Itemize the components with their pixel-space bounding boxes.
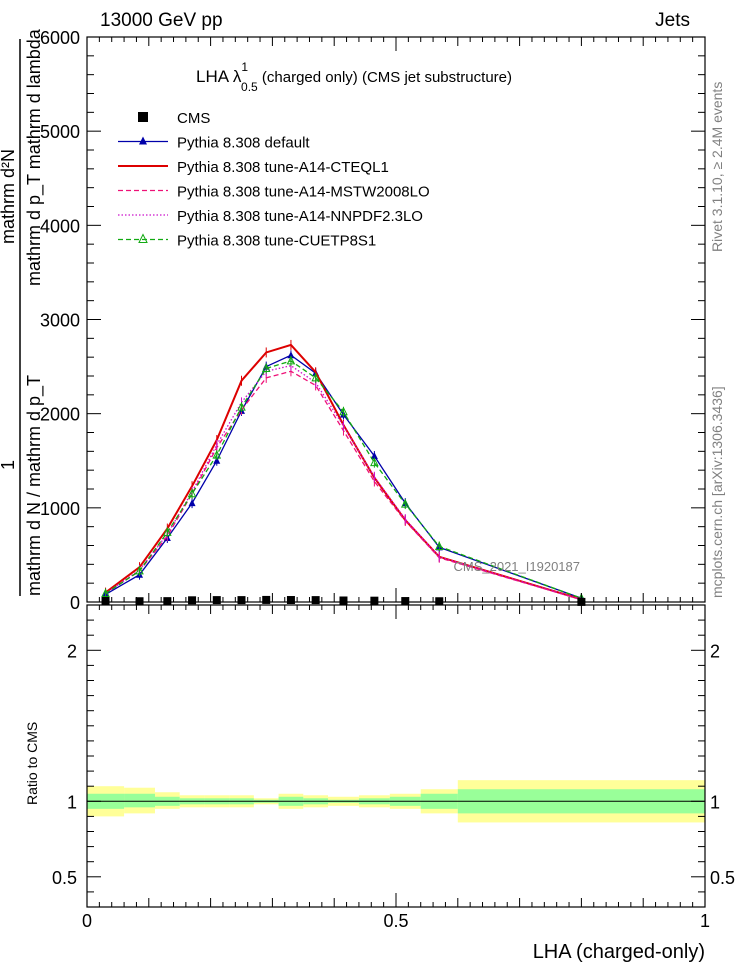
process-label: Jets (655, 10, 690, 31)
cms-data-point (101, 596, 110, 605)
legend-marker-cms (138, 112, 148, 122)
chart-title: LHA λ1 0.5 (charged only) (CMS jet substr… (196, 60, 512, 94)
ratio-ylabel: Ratio to CMS (24, 722, 40, 805)
y-tick-label: 3000 (40, 311, 80, 331)
title-rest: (charged only) (CMS jet substructure) (258, 69, 512, 86)
legend-marker-open-triangle (138, 233, 148, 243)
cms-data-point (135, 597, 144, 606)
title-main: LHA λ (196, 67, 242, 86)
ratio-y-tick-label-right: 0.5 (710, 868, 735, 888)
series-line (105, 354, 582, 599)
cms-data-point (401, 597, 410, 606)
cms-data-point (311, 596, 320, 605)
x-tick-label: 0.5 (383, 911, 408, 931)
series-point (135, 565, 144, 575)
series-point (286, 355, 296, 365)
cms-data-point (286, 596, 295, 605)
series-line (105, 360, 582, 599)
y-tick-label: 0 (70, 593, 80, 613)
series-point (237, 401, 246, 411)
series-point (188, 499, 196, 507)
legend-label: Pythia 8.308 tune-A14-CTEQL1 (177, 159, 389, 176)
side-label-top: Rivet 3.1.10, ≥ 2.4M events (709, 82, 725, 252)
series-line (104, 343, 582, 601)
ratio-y-tick-label: 2 (67, 641, 77, 661)
ylabel-top: mathrm d²N (0, 149, 18, 244)
series-point (400, 498, 410, 508)
cms-data-point (237, 596, 246, 605)
legend-label: Pythia 8.308 tune-A14-NNPDF2.3LO (177, 208, 423, 225)
series-point (311, 372, 320, 382)
cms-data-point (163, 597, 172, 606)
main-panel: 0 1000 2000 3000 4000 5000 6000 (40, 28, 706, 907)
side-label-bottom: mcplots.cern.ch [arXiv:1306.3436] (709, 386, 725, 598)
cms-data-point (339, 596, 348, 605)
ylabel-bottom: mathrm d N / mathrm d p_T (24, 375, 45, 596)
y-tick-label: 4000 (40, 216, 80, 236)
cms-data-point (212, 596, 221, 605)
series-point (370, 457, 379, 467)
x-tick-label: 0 (82, 911, 92, 931)
y-tick-label: 6000 (40, 28, 80, 48)
series-point (261, 363, 271, 372)
series-point (101, 588, 110, 598)
series-point (434, 541, 444, 550)
series-point (187, 488, 197, 498)
energy-label: 13000 GeV pp (100, 10, 223, 31)
series-line (105, 370, 582, 601)
watermark: CMS_2021_I1920187 (454, 559, 581, 574)
series-point (212, 449, 222, 459)
ratio-y-tick-label: 1 (67, 792, 77, 812)
ratio-panel: 0 0.5 1 0.5 0.5 1 1 2 2 (52, 604, 735, 931)
series-point (339, 406, 348, 416)
ratio-frame (86, 604, 706, 908)
title-sub: 0.5 (241, 80, 258, 94)
ratio-y-tick-label: 0.5 (52, 868, 77, 888)
legend-label: CMS (177, 110, 210, 127)
series-point (287, 351, 295, 359)
cms-data-point (188, 596, 197, 605)
cms-data-point (262, 595, 271, 604)
series-point (213, 456, 221, 464)
title-sup: 1 (241, 60, 248, 74)
legend-marker-triangle (139, 136, 147, 145)
ylabel-top-extra: mathrm d p_T mathrm d lambda (24, 28, 45, 286)
legend-label: Pythia 8.308 default (177, 135, 310, 152)
ratio-stat-band (124, 793, 155, 808)
ratio-y-tick-label-right: 2 (710, 641, 720, 661)
x-tick-label: 1 (700, 911, 710, 931)
ratio-y-tick-label-right: 1 (710, 792, 720, 812)
legend-label: Pythia 8.308 tune-A14-MSTW2008LO (177, 184, 430, 201)
legend: CMS Pythia 8.308 default Pythia 8.308 tune… (118, 110, 430, 250)
y-tick-label: 5000 (40, 122, 80, 142)
ylabel-numerator: 1 (0, 460, 18, 470)
y-tick-label: 1000 (40, 499, 80, 519)
legend-label: Pythia 8.308 tune-CUETP8S1 (177, 233, 376, 250)
series-point (370, 452, 378, 460)
y-tick-label: 2000 (40, 405, 80, 425)
cms-data-point (435, 597, 444, 606)
cms-data-point (370, 596, 379, 605)
series-point (163, 527, 172, 536)
x-axis-label: LHA (charged-only) (533, 941, 705, 963)
series-line (105, 364, 582, 601)
